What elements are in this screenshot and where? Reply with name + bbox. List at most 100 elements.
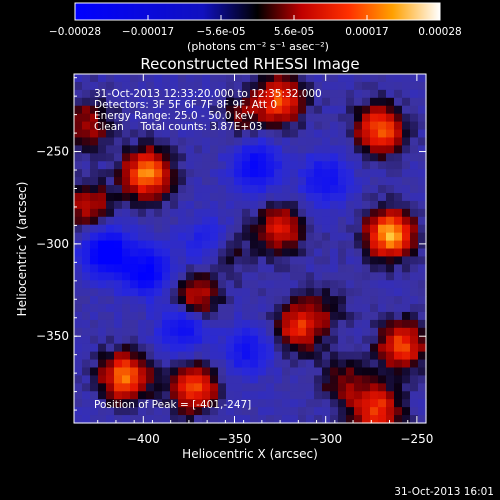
heatmap-cell — [98, 264, 107, 273]
heatmap-cell — [146, 343, 155, 353]
heatmap-cell — [394, 129, 403, 139]
heatmap-cell — [186, 208, 195, 218]
heatmap-cell — [330, 248, 339, 258]
heatmap-cell — [322, 304, 331, 313]
heatmap-cell — [130, 415, 139, 424]
heatmap-cell — [74, 137, 83, 146]
heatmap-cell — [410, 343, 419, 353]
heatmap-cell — [242, 407, 251, 416]
heatmap-cell — [242, 280, 251, 289]
heatmap-cell — [282, 248, 291, 258]
heatmap-cell — [114, 304, 123, 313]
heatmap-cell — [194, 335, 203, 345]
heatmap-cell — [106, 407, 115, 416]
heatmap-cell — [154, 272, 163, 281]
heatmap-cell — [338, 407, 347, 416]
heatmap-cell — [266, 169, 275, 178]
heatmap-cell — [202, 383, 211, 392]
heatmap-cell — [394, 224, 403, 234]
heatmap-cell — [250, 343, 259, 353]
heatmap-cell — [362, 272, 371, 281]
heatmap-cell — [106, 224, 115, 234]
heatmap-cell — [306, 415, 315, 424]
heatmap-cell — [330, 185, 339, 194]
heatmap-cell — [386, 169, 395, 178]
heatmap-cell — [354, 248, 363, 258]
heatmap-cell — [242, 137, 251, 146]
heatmap-cell — [322, 296, 331, 305]
heatmap-cell — [418, 81, 427, 91]
heatmap-cell — [114, 192, 123, 202]
heatmap-cell — [418, 359, 427, 369]
heatmap-cell — [170, 145, 179, 154]
heatmap-cell — [394, 399, 403, 408]
heatmap-cell — [402, 343, 411, 353]
heatmap-cell — [258, 113, 267, 123]
heatmap-cell — [114, 383, 123, 392]
heatmap-cell — [202, 248, 211, 258]
heatmap-cell — [194, 343, 203, 353]
heatmap-cell — [354, 121, 363, 131]
heatmap-cell — [266, 296, 275, 305]
heatmap-cell — [178, 399, 187, 408]
heatmap-cell — [274, 192, 283, 202]
heatmap-cell — [178, 319, 187, 329]
heatmap-cell — [234, 137, 243, 146]
heatmap-cell — [170, 288, 179, 297]
heatmap-cell — [218, 121, 227, 131]
heatmap-cell — [386, 391, 395, 400]
heatmap-cell — [82, 200, 91, 210]
heatmap-cell — [234, 304, 243, 313]
heatmap-cell — [130, 129, 139, 139]
heatmap-cell — [226, 311, 235, 321]
heatmap-cell — [98, 113, 107, 123]
heatmap-cell — [98, 185, 107, 194]
heatmap-cell — [234, 296, 243, 305]
heatmap-cell — [202, 407, 211, 416]
heatmap-cell — [74, 319, 83, 329]
heatmap-cell — [418, 272, 427, 281]
heatmap-cell — [210, 351, 219, 361]
heatmap-cell — [74, 367, 83, 377]
heatmap-cell — [298, 280, 307, 289]
heatmap-cell — [258, 169, 267, 178]
heatmap-cell — [314, 192, 323, 202]
heatmap-cell — [338, 97, 347, 107]
heatmap-cell — [274, 216, 283, 226]
heatmap-cell — [226, 153, 235, 162]
heatmap-cell — [82, 177, 91, 186]
heatmap-cell — [322, 327, 331, 337]
heatmap-cell — [138, 375, 147, 384]
heatmap-cell — [370, 137, 379, 146]
heatmap-cell — [322, 391, 331, 400]
heatmap-cell — [418, 216, 427, 226]
heatmap-cell — [186, 256, 195, 265]
heatmap-cell — [370, 240, 379, 250]
heatmap-cell — [106, 145, 115, 154]
heatmap-cell — [170, 161, 179, 170]
heatmap-cell — [394, 311, 403, 321]
heatmap-cell — [322, 335, 331, 345]
heatmap-cell — [106, 105, 115, 115]
heatmap-cell — [114, 145, 123, 154]
heatmap-cell — [82, 407, 91, 416]
heatmap-cell — [82, 415, 91, 424]
heatmap-cell — [226, 216, 235, 226]
heatmap-cell — [162, 296, 171, 305]
heatmap-cell — [362, 137, 371, 146]
heatmap-cell — [394, 81, 403, 91]
heatmap-cell — [122, 280, 131, 289]
heatmap-cell — [402, 415, 411, 424]
heatmap-cell — [378, 383, 387, 392]
heatmap-cell — [82, 161, 91, 170]
heatmap-cell — [418, 232, 427, 242]
heatmap-cell — [330, 169, 339, 178]
heatmap-cell — [410, 216, 419, 226]
heatmap-cell — [138, 129, 147, 139]
heatmap-cell — [322, 319, 331, 329]
heatmap-cell — [410, 304, 419, 313]
heatmap-cell — [306, 97, 315, 107]
heatmap-cell — [378, 407, 387, 416]
heatmap-cell — [154, 399, 163, 408]
